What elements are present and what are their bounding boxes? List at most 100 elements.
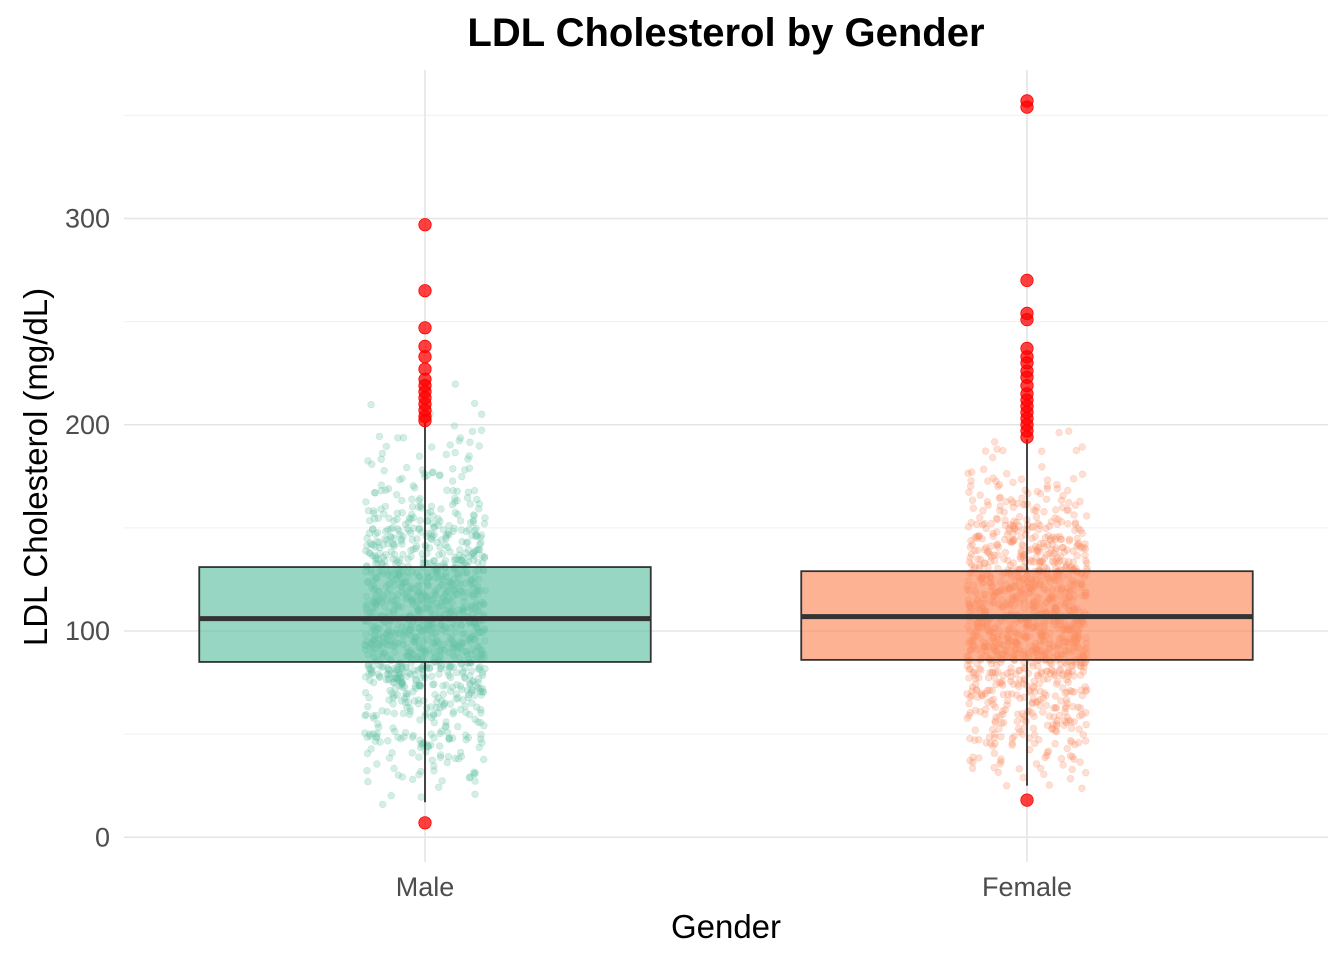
- jitter-point: [991, 718, 999, 727]
- jitter-point: [415, 681, 424, 690]
- jitter-point: [436, 517, 444, 525]
- boxes: [198, 422, 1254, 803]
- jitter-point: [390, 550, 399, 559]
- jitter-point: [1081, 768, 1090, 777]
- jitter-point: [427, 535, 436, 544]
- jitter-point: [1015, 512, 1024, 521]
- jitter-point: [478, 552, 486, 560]
- jitter-point: [471, 790, 479, 798]
- jitter-point: [475, 743, 483, 752]
- jitter-point: [990, 749, 999, 758]
- jitter-point: [1042, 751, 1051, 760]
- jitter-point: [1069, 661, 1077, 670]
- jitter-point: [435, 670, 443, 678]
- jitter-point: [1009, 503, 1017, 511]
- y-axis-title: LDL Cholesterol (mg/dL): [17, 288, 54, 646]
- jitter-point: [397, 535, 406, 543]
- jitter-point: [1053, 484, 1062, 493]
- jitter-point: [987, 519, 995, 528]
- jitter-point: [1001, 548, 1009, 557]
- jitter-point: [971, 726, 979, 734]
- jitter-point: [372, 711, 380, 720]
- jitter-point: [394, 668, 403, 677]
- jitter-point: [968, 764, 977, 772]
- box-female: [800, 439, 1254, 786]
- jitter-point: [448, 477, 457, 485]
- jitter-point: [375, 543, 383, 552]
- jitter-point: [987, 696, 995, 705]
- jitter-point: [456, 682, 465, 690]
- jitter-point: [1082, 557, 1090, 565]
- jitter-point: [986, 557, 995, 566]
- jitter-point: [448, 734, 457, 742]
- jitter-point: [1018, 730, 1027, 738]
- jitter-point: [458, 472, 466, 481]
- jitter-point: [1052, 557, 1061, 566]
- jitter-point: [1029, 695, 1038, 703]
- jitter-point: [468, 677, 477, 685]
- jitter-point: [1000, 535, 1009, 544]
- jitter-point: [984, 501, 992, 509]
- jitter-point: [412, 544, 420, 553]
- chart-title: LDL Cholesterol by Gender: [467, 11, 984, 55]
- jitter-point: [453, 681, 461, 689]
- jitter-point: [988, 668, 997, 677]
- jitter-point: [1082, 720, 1090, 729]
- jitter-point: [993, 528, 1001, 536]
- jitter-point: [1077, 662, 1085, 671]
- jitter-point: [1013, 499, 1022, 508]
- jitter-point: [1060, 721, 1068, 729]
- jitter-point: [1080, 543, 1088, 551]
- jitter-point: [397, 674, 405, 682]
- jitter-point: [1049, 721, 1057, 729]
- jitter-point: [438, 777, 446, 785]
- jitter-point: [1070, 511, 1078, 519]
- jitter-point: [1081, 545, 1090, 553]
- jitter-point: [976, 555, 984, 564]
- jitter-point: [461, 466, 469, 474]
- jitter-point: [434, 515, 442, 523]
- jitter-point: [459, 696, 467, 704]
- jitter-point: [437, 697, 446, 705]
- jitter-point: [393, 491, 401, 499]
- jitter-point: [996, 506, 1004, 515]
- jitter-point: [1008, 498, 1017, 506]
- jitter-point: [477, 735, 485, 743]
- jitter-point: [1009, 530, 1017, 538]
- jitter-point: [379, 663, 387, 671]
- jitter-point: [1063, 546, 1071, 554]
- jitter-point: [1054, 554, 1062, 562]
- jitter-point: [386, 532, 395, 541]
- jitter-point: [1007, 677, 1015, 685]
- jitter-point: [475, 665, 483, 674]
- jitter-point: [1036, 539, 1045, 548]
- jitter-point: [991, 669, 999, 677]
- jitter-point: [1006, 561, 1015, 569]
- jitter-point: [1058, 671, 1067, 680]
- jitter-point: [427, 530, 435, 538]
- jitter-point: [378, 707, 386, 715]
- jitter-point: [1053, 520, 1062, 528]
- jitter-point: [1035, 521, 1044, 530]
- jitter-point: [982, 524, 990, 533]
- jitter-point: [464, 733, 472, 742]
- jitter-point: [478, 688, 486, 696]
- jitter-point: [1031, 542, 1040, 551]
- jitter-point: [405, 514, 414, 522]
- jitter-point: [445, 521, 453, 530]
- jitter-point: [366, 549, 374, 558]
- jitter-point: [1076, 662, 1085, 670]
- jitter-point: [394, 558, 403, 566]
- jitter-point: [414, 699, 423, 708]
- jitter-point: [451, 380, 459, 388]
- jitter-point: [1032, 553, 1040, 562]
- jitter-point: [390, 764, 398, 773]
- jitter-point: [393, 515, 401, 523]
- jitter-point: [1017, 475, 1026, 483]
- jitter-point: [1010, 524, 1019, 533]
- jitter-point: [964, 523, 973, 531]
- jitter-point: [1044, 674, 1052, 683]
- jitter-point: [1069, 547, 1077, 555]
- jitter-point: [401, 728, 410, 737]
- jitter-point: [415, 680, 424, 688]
